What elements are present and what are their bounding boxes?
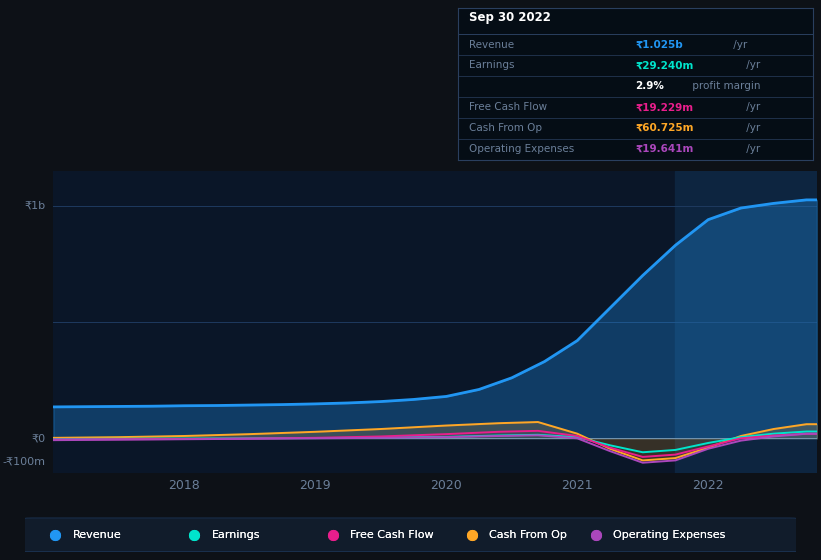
Text: Operating Expenses: Operating Expenses <box>612 530 725 540</box>
Text: Revenue: Revenue <box>469 40 514 50</box>
Text: /yr: /yr <box>743 60 760 71</box>
Text: Operating Expenses: Operating Expenses <box>612 530 725 540</box>
FancyBboxPatch shape <box>25 518 796 552</box>
Text: /yr: /yr <box>743 102 760 113</box>
Text: Earnings: Earnings <box>211 530 260 540</box>
Text: ₹1b: ₹1b <box>25 200 46 211</box>
Text: Revenue: Revenue <box>72 530 122 540</box>
Text: /yr: /yr <box>730 40 747 50</box>
Text: Sep 30 2022: Sep 30 2022 <box>469 11 551 24</box>
Text: -₹100m: -₹100m <box>2 456 46 466</box>
Bar <box>676 171 817 473</box>
Text: Cash From Op: Cash From Op <box>469 123 542 133</box>
Text: Earnings: Earnings <box>469 60 514 71</box>
Text: Earnings: Earnings <box>211 530 260 540</box>
Text: Free Cash Flow: Free Cash Flow <box>469 102 547 113</box>
Text: ₹1.025b: ₹1.025b <box>635 40 683 50</box>
Text: 2.9%: 2.9% <box>635 81 664 91</box>
Text: Cash From Op: Cash From Op <box>489 530 567 540</box>
Text: profit margin: profit margin <box>690 81 761 91</box>
Text: /yr: /yr <box>743 123 760 133</box>
Text: ₹19.229m: ₹19.229m <box>635 102 694 113</box>
Text: Cash From Op: Cash From Op <box>489 530 567 540</box>
Text: ₹60.725m: ₹60.725m <box>635 123 694 133</box>
Text: Free Cash Flow: Free Cash Flow <box>351 530 434 540</box>
Text: /yr: /yr <box>743 144 760 154</box>
Text: Free Cash Flow: Free Cash Flow <box>351 530 434 540</box>
Text: Revenue: Revenue <box>72 530 122 540</box>
Text: ₹19.641m: ₹19.641m <box>635 144 694 154</box>
Text: ₹0: ₹0 <box>31 433 46 444</box>
Text: ₹29.240m: ₹29.240m <box>635 60 694 71</box>
Text: Operating Expenses: Operating Expenses <box>469 144 574 154</box>
